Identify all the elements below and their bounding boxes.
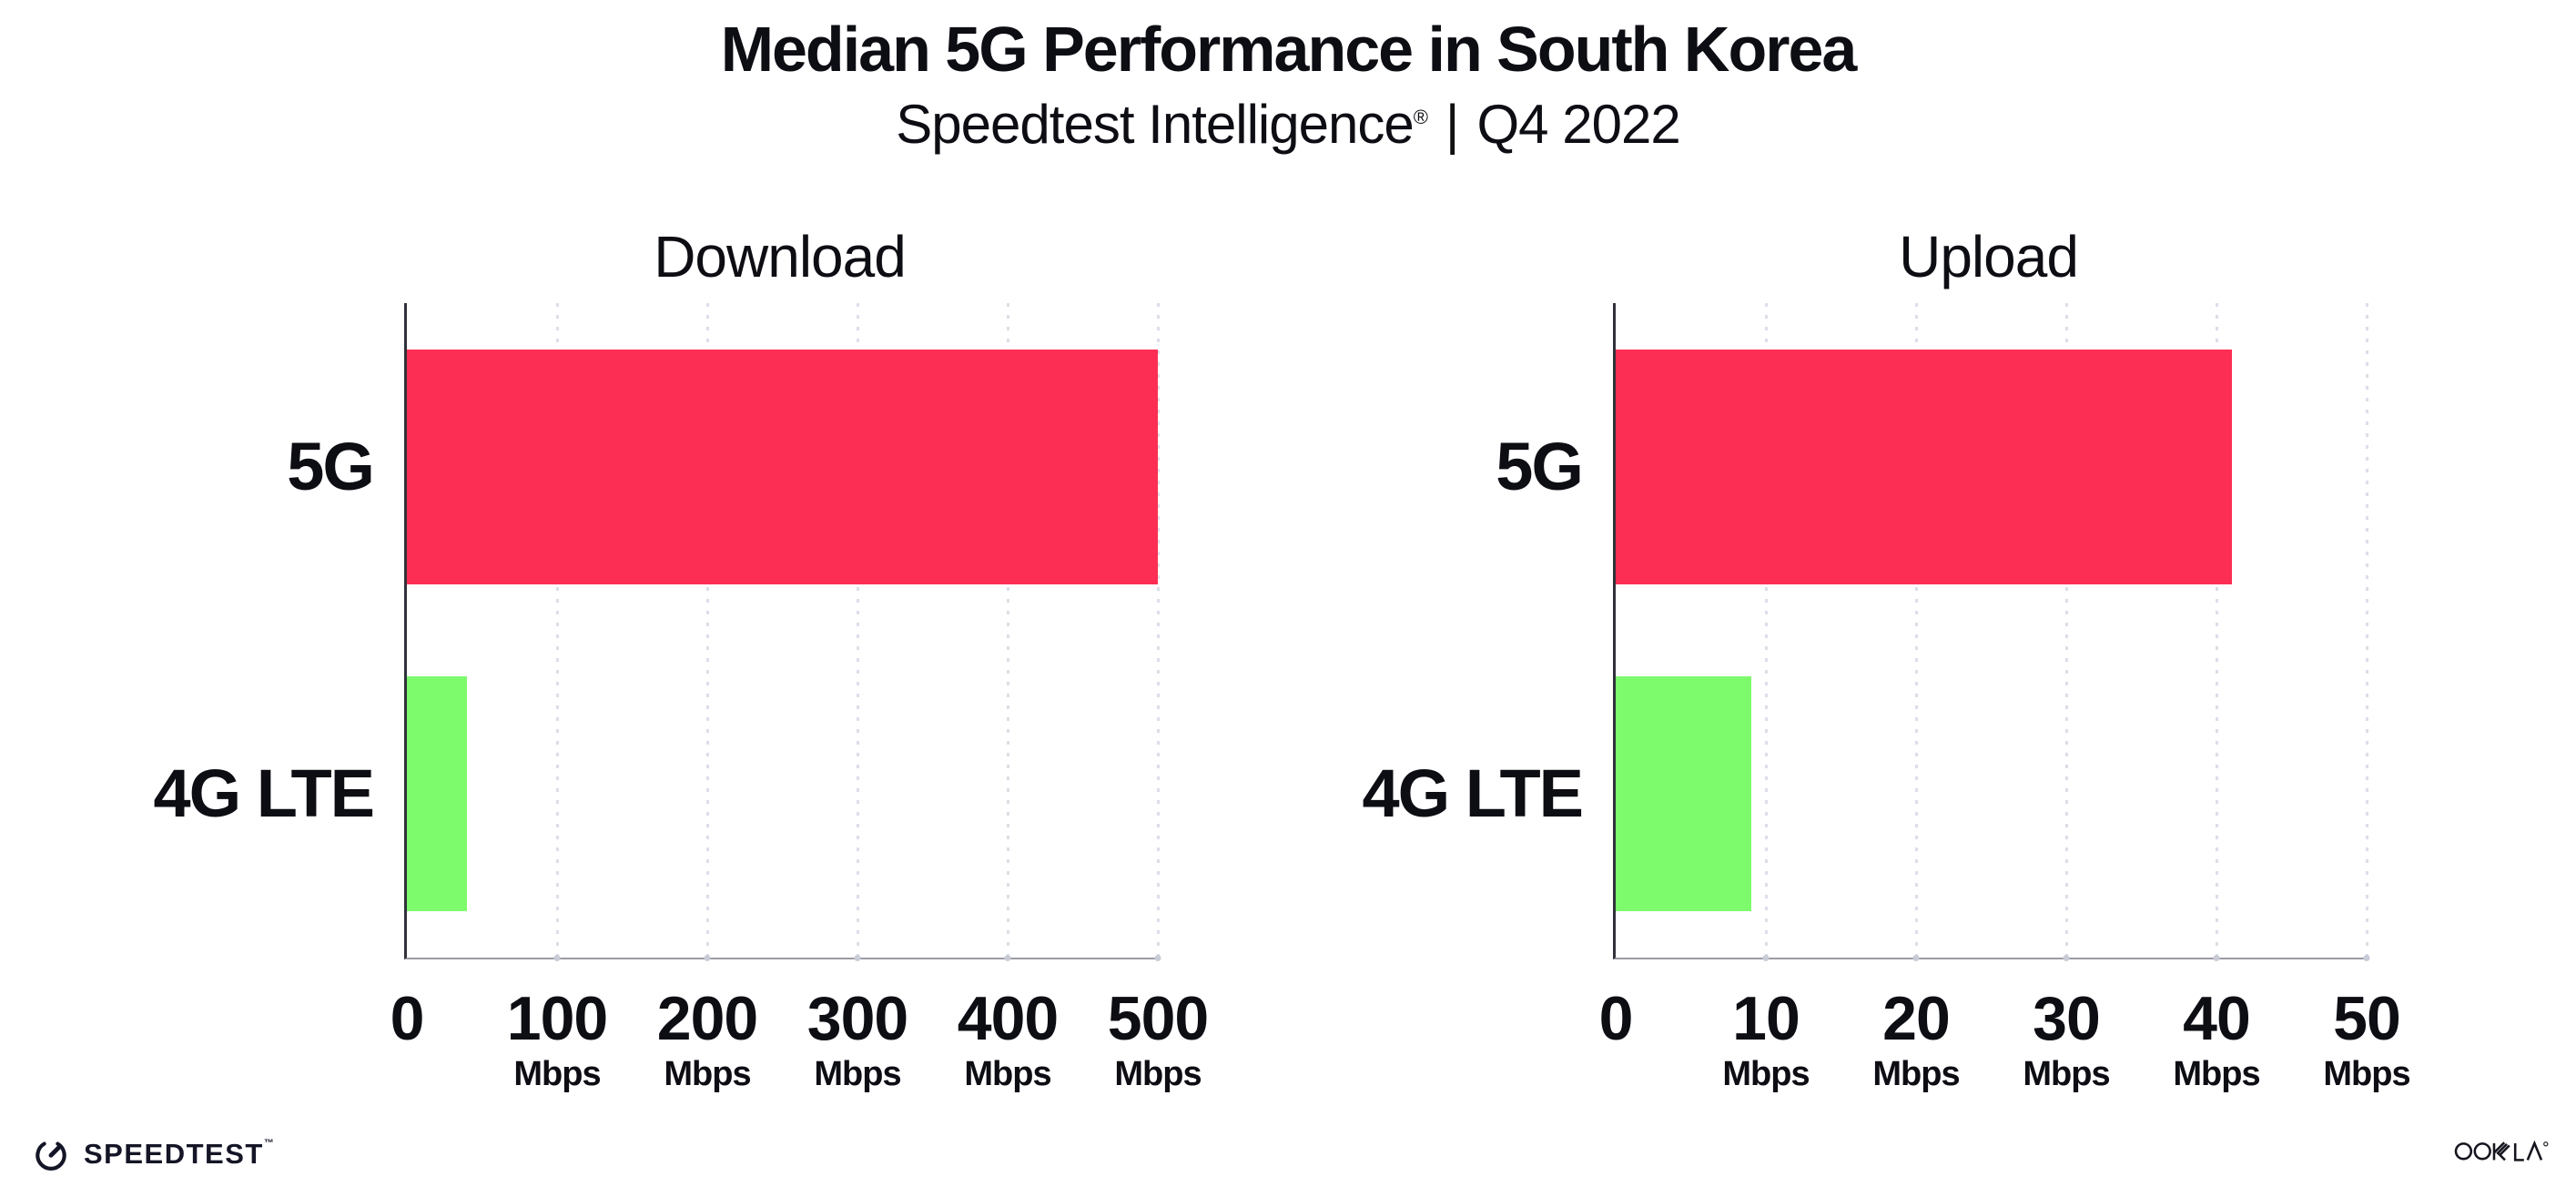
ookla-wordmark-icon — [2454, 1140, 2549, 1161]
speedtest-logo: SPEEDTEST™ — [31, 1134, 275, 1174]
x-tick-label-200: 200 Mbps — [656, 984, 758, 1094]
x-tick-label-50: 50 Mbps — [2323, 984, 2410, 1094]
plot-area: 0 100 Mbps 200 Mbps 300 Mbps 400 Mbps 500 Mbps — [390, 303, 1209, 1093]
axis-tick-dot — [1762, 955, 1770, 961]
tick-unit: Mbps — [2173, 1055, 2260, 1093]
plot-area: 0 10 Mbps 20 Mbps 30 Mbps 40 Mbps 50 Mbps — [1599, 303, 2411, 1093]
y-category-label-4g-lte: 4G LTE — [153, 756, 375, 832]
gridline-40 — [2215, 303, 2218, 958]
gridline-100 — [555, 303, 559, 958]
tick-unit: Mbps — [2023, 1055, 2110, 1093]
axis-tick-dot — [1004, 955, 1011, 961]
tick-unit: Mbps — [1872, 1055, 1960, 1093]
x-tick-label-20: 20 Mbps — [1872, 984, 1960, 1094]
tick-unit: Mbps — [1722, 1055, 1810, 1093]
tick-value: 20 — [1882, 984, 1951, 1053]
subtitle-separator: | — [1445, 94, 1460, 155]
gridline-10 — [1764, 303, 1768, 958]
chart-title: Download — [654, 224, 907, 289]
tick-unit: Mbps — [513, 1055, 601, 1093]
axis-tick-dot — [2213, 955, 2220, 961]
gridline-50 — [2365, 303, 2368, 958]
page-subtitle: Speedtest Intelligence® | Q4 2022 — [0, 93, 2576, 156]
speedtest-wordmark: SPEEDTEST™ — [84, 1138, 276, 1170]
registered-mark: ® — [1413, 106, 1428, 128]
tick-unit: Mbps — [664, 1055, 751, 1093]
tick-unit: Mbps — [964, 1055, 1051, 1093]
bar-4g-lte-download — [407, 676, 467, 912]
gridline-30 — [2064, 303, 2068, 958]
download-chart-panel: Download 0 100 Mbps 200 Mbps 300 Mbps 400 Mbps 50… — [140, 223, 1209, 1124]
tick-value: 30 — [2033, 984, 2101, 1053]
x-tick-label-10: 10 Mbps — [1722, 984, 1810, 1094]
tick-value: 500 — [1107, 984, 1209, 1053]
subtitle-product: Speedtest Intelligence — [896, 94, 1414, 155]
x-tick-label-100: 100 Mbps — [506, 984, 608, 1094]
page-title: Median 5G Performance in South Korea — [720, 14, 1858, 85]
tick-value: 400 — [957, 984, 1059, 1053]
x-tick-label-40: 40 Mbps — [2173, 984, 2260, 1094]
x-tick-label-30: 30 Mbps — [2023, 984, 2110, 1094]
x-tick-label-0: 0 — [1598, 984, 1634, 1053]
tick-value: 100 — [506, 984, 608, 1053]
tick-unit: Mbps — [1114, 1055, 1202, 1093]
subtitle-period: Q4 2022 — [1476, 94, 1681, 155]
axis-tick-dot — [2363, 955, 2370, 961]
upload-chart-panel: Upload 0 10 Mbps 20 Mbps 30 Mbps 40 Mbps 50 Mbps 5… — [1349, 223, 2411, 1124]
tick-value: 50 — [2333, 984, 2401, 1053]
gridline-300 — [856, 303, 859, 958]
y-category-label-4g-lte: 4G LTE — [1362, 756, 1584, 832]
tick-unit: Mbps — [2323, 1055, 2410, 1093]
axis-tick-dot — [854, 955, 861, 961]
tick-unit: Mbps — [814, 1055, 901, 1093]
gridline-200 — [705, 303, 709, 958]
axis-tick-dot — [1912, 955, 1920, 961]
y-category-label-5g: 5G — [1496, 428, 1584, 504]
tick-value: 10 — [1732, 984, 1800, 1053]
trademark-symbol: ™ — [263, 1138, 276, 1149]
gridline-500 — [1156, 303, 1160, 958]
tick-value: 0 — [1598, 984, 1634, 1053]
bar-5g-upload — [1616, 349, 2232, 584]
y-category-label-5g: 5G — [287, 428, 375, 504]
x-tick-label-0: 0 — [390, 984, 425, 1053]
gridline-20 — [1914, 303, 1918, 958]
x-tick-label-300: 300 Mbps — [807, 987, 908, 1094]
axis-tick-dot — [2063, 955, 2070, 961]
speedtest-gauge-icon — [35, 1141, 66, 1171]
axis-tick-dot — [1154, 955, 1161, 961]
x-tick-label-500: 500 Mbps — [1107, 984, 1209, 1094]
bar-5g-download — [407, 349, 1158, 584]
tick-value: 40 — [2183, 984, 2251, 1053]
chart-title: Upload — [1899, 224, 2079, 289]
gridline-400 — [1006, 303, 1009, 958]
axis-tick-dot — [553, 955, 561, 961]
tick-value: 300 — [806, 984, 908, 1053]
tick-value: 0 — [390, 984, 425, 1053]
bar-4g-lte-upload — [1616, 676, 1751, 912]
ookla-logo — [2454, 1138, 2549, 1168]
axis-tick-dot — [704, 955, 711, 961]
tick-value: 200 — [656, 984, 758, 1053]
x-tick-label-400: 400 Mbps — [957, 984, 1059, 1094]
